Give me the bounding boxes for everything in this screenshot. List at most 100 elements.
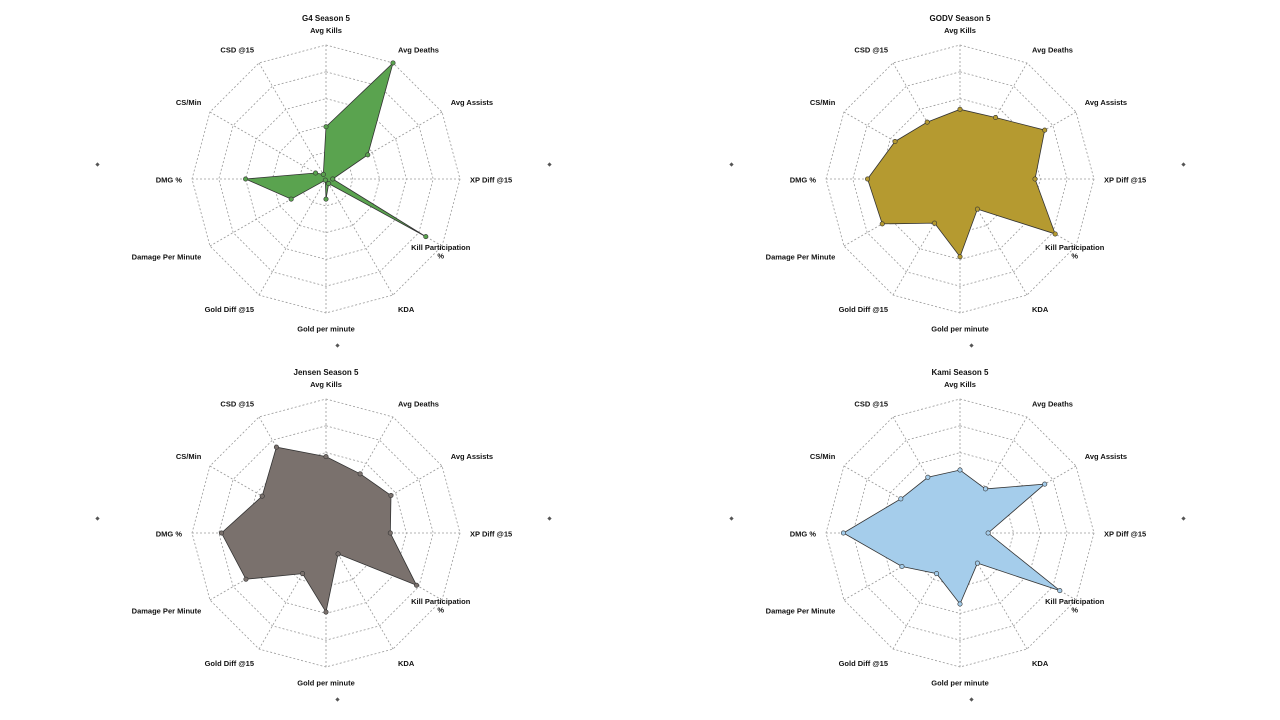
chart-title: GODV Season 5: [930, 14, 991, 23]
axis-label: Damage Per Minute: [132, 253, 202, 262]
data-point: [357, 471, 363, 477]
axis-label: Damage Per Minute: [132, 607, 202, 616]
data-point: [1032, 176, 1038, 182]
data-point: [925, 474, 931, 480]
axis-label: Gold Diff @15: [205, 659, 254, 668]
axis-label: CSD @15: [220, 45, 254, 54]
data-point: [879, 221, 885, 227]
axis-label: Avg Kills: [310, 26, 342, 35]
axis-label: Gold per minute: [297, 325, 355, 334]
axis-label: CS/Min: [176, 98, 202, 107]
data-point: [957, 601, 963, 607]
pin-marker-icon: [729, 516, 734, 521]
data-point: [1057, 588, 1063, 594]
axis-label: KDA: [398, 659, 415, 668]
axis-label: Avg Assists: [1085, 452, 1127, 461]
pin-marker-icon: [335, 697, 340, 702]
axis-label: XP Diff @15: [1104, 529, 1146, 538]
axis-label: Avg Kills: [944, 380, 976, 389]
axis-label: Damage Per Minute: [766, 253, 836, 262]
data-point: [323, 609, 329, 615]
axis-label: KDA: [1032, 305, 1049, 314]
axis-label: XP Diff @15: [470, 529, 512, 538]
axis-label: CSD @15: [854, 399, 888, 408]
series-area: [245, 61, 427, 237]
data-point: [387, 530, 393, 536]
axis-label: Kill Participation%: [1045, 597, 1105, 615]
axis-label: Kill Participation%: [411, 243, 471, 261]
chart-title: Kami Season 5: [932, 368, 989, 377]
data-point: [330, 176, 336, 182]
axis-label: CS/Min: [176, 452, 202, 461]
axis-label: CSD @15: [854, 45, 888, 54]
data-point: [974, 206, 980, 212]
data-point: [390, 60, 396, 66]
axis-label: XP Diff @15: [470, 175, 512, 184]
axis-label: DMG %: [156, 529, 183, 538]
data-point: [934, 571, 940, 577]
axis-label: Damage Per Minute: [766, 607, 836, 616]
pin-marker-icon: [729, 162, 734, 167]
axis-label: Kill Participation%: [411, 597, 471, 615]
axis-label: Gold Diff @15: [205, 305, 254, 314]
data-point: [898, 496, 904, 502]
data-point: [323, 196, 329, 202]
series-area: [867, 108, 1056, 258]
data-point: [322, 177, 328, 183]
radar-chart-1: Avg Kills Avg Deaths Avg Assists XP Diff @1…: [729, 14, 1186, 348]
grid-ring: [852, 71, 1068, 287]
pin-marker-icon: [1181, 162, 1186, 167]
axis-label: Gold Diff @15: [839, 305, 888, 314]
axis-label: Gold per minute: [297, 679, 355, 688]
data-point: [414, 582, 420, 588]
data-point: [957, 467, 963, 473]
data-point: [985, 530, 991, 536]
axis-label: KDA: [398, 305, 415, 314]
pin-marker-icon: [95, 516, 100, 521]
chart-title: G4 Season 5: [302, 14, 351, 23]
radar-chart-3: Avg Kills Avg Deaths Avg Assists XP Diff @1…: [729, 368, 1186, 702]
axis-label: DMG %: [790, 175, 817, 184]
data-point: [326, 181, 332, 187]
pin-marker-icon: [95, 162, 100, 167]
data-point: [865, 176, 871, 182]
axis-label: Avg Deaths: [1032, 45, 1073, 54]
data-point: [957, 106, 963, 112]
pin-marker-icon: [969, 343, 974, 348]
axis-label: Gold per minute: [931, 679, 989, 688]
data-point: [840, 530, 846, 536]
data-point: [924, 119, 930, 125]
data-point: [957, 254, 963, 260]
axis-label: DMG %: [790, 529, 817, 538]
data-point: [982, 486, 988, 492]
series-area: [842, 469, 1061, 605]
data-point: [300, 571, 306, 577]
data-point: [993, 114, 999, 120]
series-area: [220, 446, 418, 614]
data-point: [243, 576, 249, 582]
axis-label: DMG %: [156, 175, 183, 184]
axis-label: Avg Kills: [944, 26, 976, 35]
data-point: [259, 493, 265, 499]
data-point: [320, 171, 326, 177]
pin-marker-icon: [335, 343, 340, 348]
pin-marker-icon: [1181, 516, 1186, 521]
data-point: [388, 492, 394, 498]
axis-label: Avg Deaths: [398, 399, 439, 408]
data-point: [313, 170, 319, 176]
axis-label: Gold Diff @15: [839, 659, 888, 668]
axis-label: Gold per minute: [931, 325, 989, 334]
axis-label: Avg Assists: [1085, 98, 1127, 107]
axis-label: Avg Deaths: [398, 45, 439, 54]
data-point: [423, 234, 429, 240]
data-point: [323, 454, 329, 460]
axis-label: CS/Min: [810, 452, 836, 461]
data-point: [365, 152, 371, 158]
data-point: [323, 124, 329, 130]
pin-marker-icon: [547, 162, 552, 167]
pin-marker-icon: [969, 697, 974, 702]
axis-label: CSD @15: [220, 399, 254, 408]
grid-ring: [218, 425, 434, 641]
axis-label: CS/Min: [810, 98, 836, 107]
